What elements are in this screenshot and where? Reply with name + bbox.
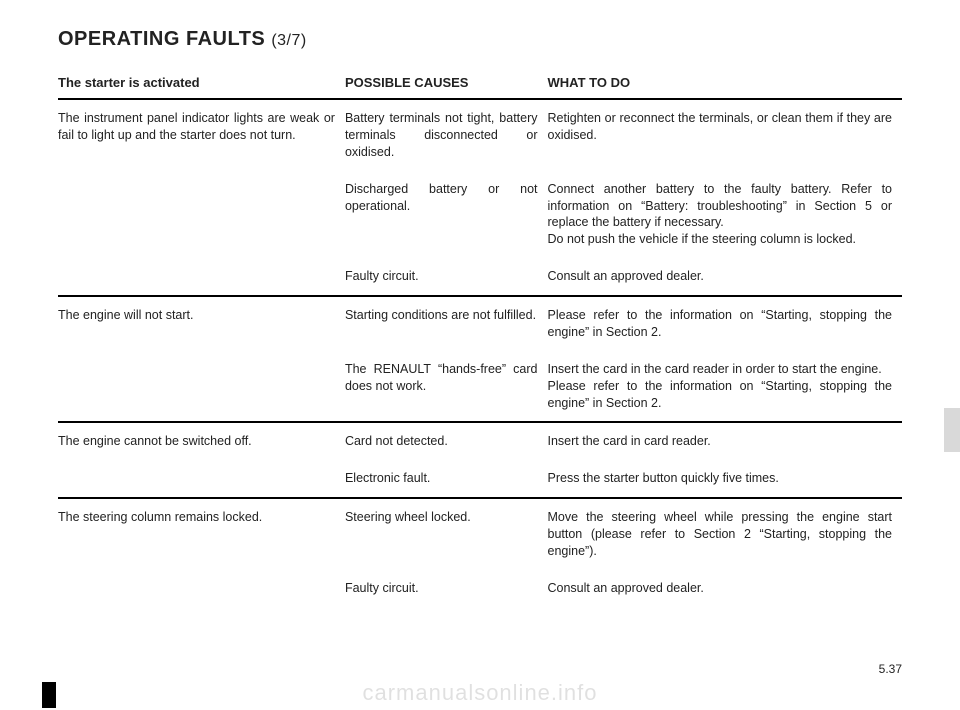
cell-c2: Card not detected. xyxy=(345,422,548,460)
table-row: Faulty circuit.Consult an approved deale… xyxy=(58,570,902,607)
col-symptom: The starter is activated xyxy=(58,69,345,99)
cell-c1 xyxy=(58,171,345,259)
print-mark xyxy=(42,682,56,708)
cell-c2: Battery terminals not tight, battery ter… xyxy=(345,99,548,171)
cell-c3: Connect another battery to the faulty ba… xyxy=(548,171,903,259)
cell-c3: Insert the card in the card reader in or… xyxy=(548,351,903,423)
table-row: The engine will not start.Starting condi… xyxy=(58,296,902,351)
cell-c2: Electronic fault. xyxy=(345,460,548,498)
cell-c1 xyxy=(58,570,345,607)
page-number: 5.37 xyxy=(879,662,902,676)
cell-c3: Insert the card in card reader. xyxy=(548,422,903,460)
cell-c2: Discharged battery or not operational. xyxy=(345,171,548,259)
manual-page: OPERATING FAULTS (3/7) The starter is ac… xyxy=(0,0,960,710)
cell-c2: The RENAULT “hands-free” card does not w… xyxy=(345,351,548,423)
table-row: Faulty circuit.Consult an approved deale… xyxy=(58,258,902,296)
cell-c1: The instrument panel indicator lights ar… xyxy=(58,99,345,171)
cell-c1: The steering column remains locked. xyxy=(58,498,345,570)
col-action: WHAT TO DO xyxy=(548,69,903,99)
section-tab xyxy=(944,408,960,452)
cell-c1: The engine cannot be switched off. xyxy=(58,422,345,460)
heading-sub: (3/7) xyxy=(271,32,306,49)
cell-c3: Please refer to the information on “Star… xyxy=(548,296,903,351)
cell-c3: Consult an approved dealer. xyxy=(548,258,903,296)
col-cause: POSSIBLE CAUSES xyxy=(345,69,548,99)
cell-c1 xyxy=(58,460,345,498)
cell-c1 xyxy=(58,351,345,423)
table-header-row: The starter is activated POSSIBLE CAUSES… xyxy=(58,69,902,99)
table-row: Discharged battery or not operational.Co… xyxy=(58,171,902,259)
cell-c2: Faulty circuit. xyxy=(345,570,548,607)
cell-c2: Starting conditions are not fulfilled. xyxy=(345,296,548,351)
cell-c1 xyxy=(58,258,345,296)
cell-c3: Retighten or reconnect the terminals, or… xyxy=(548,99,903,171)
cell-c2: Faulty circuit. xyxy=(345,258,548,296)
faults-table: The starter is activated POSSIBLE CAUSES… xyxy=(58,69,902,607)
cell-c2: Steering wheel locked. xyxy=(345,498,548,570)
table-row: The steering column remains locked.Steer… xyxy=(58,498,902,570)
heading-main: OPERATING FAULTS xyxy=(58,28,271,50)
cell-c3: Consult an approved dealer. xyxy=(548,570,903,607)
cell-c3: Move the steering wheel while pressing t… xyxy=(548,498,903,570)
page-heading: OPERATING FAULTS (3/7) xyxy=(58,28,902,51)
cell-c1: The engine will not start. xyxy=(58,296,345,351)
watermark-text: carmanualsonline.info xyxy=(0,680,960,706)
table-row: The RENAULT “hands-free” card does not w… xyxy=(58,351,902,423)
table-row: The instrument panel indicator lights ar… xyxy=(58,99,902,171)
table-row: Electronic fault.Press the starter butto… xyxy=(58,460,902,498)
cell-c3: Press the starter button quickly five ti… xyxy=(548,460,903,498)
table-row: The engine cannot be switched off.Card n… xyxy=(58,422,902,460)
